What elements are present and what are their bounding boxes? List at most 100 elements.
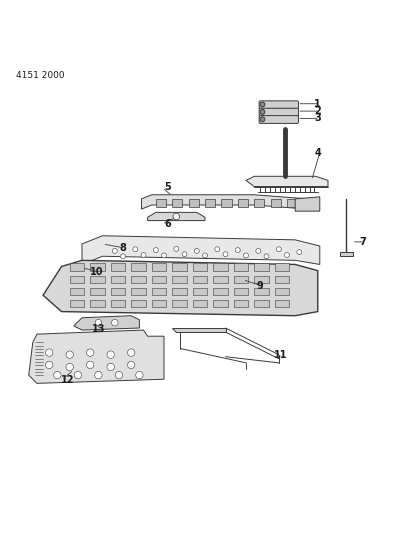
Bar	[90, 300, 104, 308]
Bar	[151, 276, 166, 283]
Circle shape	[135, 372, 143, 379]
Circle shape	[133, 247, 137, 252]
Circle shape	[111, 319, 118, 326]
Circle shape	[115, 372, 122, 379]
Circle shape	[284, 253, 289, 257]
Circle shape	[127, 349, 135, 356]
Polygon shape	[43, 260, 317, 316]
Circle shape	[173, 246, 178, 252]
Bar	[172, 300, 186, 308]
Bar	[213, 288, 227, 295]
Circle shape	[214, 247, 219, 252]
Circle shape	[259, 109, 264, 115]
Text: 3: 3	[314, 114, 320, 124]
Polygon shape	[339, 252, 352, 256]
Circle shape	[243, 253, 248, 258]
Circle shape	[107, 364, 114, 370]
Circle shape	[222, 252, 227, 257]
Circle shape	[202, 253, 207, 258]
Circle shape	[107, 351, 114, 358]
Polygon shape	[29, 330, 164, 383]
Circle shape	[66, 351, 73, 358]
Bar	[151, 263, 166, 271]
Circle shape	[161, 253, 166, 258]
Polygon shape	[172, 328, 225, 332]
Bar	[172, 199, 182, 207]
Bar	[254, 276, 268, 283]
Bar	[233, 276, 247, 283]
Bar	[192, 300, 207, 308]
Text: 8: 8	[119, 243, 126, 253]
Bar	[110, 288, 125, 295]
Circle shape	[173, 213, 179, 220]
Bar	[151, 288, 166, 295]
Bar	[213, 263, 227, 271]
Bar	[70, 288, 84, 295]
Circle shape	[120, 254, 125, 259]
Bar	[254, 263, 268, 271]
Bar	[172, 288, 186, 295]
Text: 12: 12	[61, 375, 74, 385]
Bar	[90, 288, 104, 295]
Bar	[270, 199, 280, 207]
FancyBboxPatch shape	[258, 101, 298, 109]
Bar	[90, 263, 104, 271]
Circle shape	[194, 248, 199, 253]
Bar	[233, 263, 247, 271]
Text: 6: 6	[164, 219, 171, 229]
Bar	[188, 199, 198, 207]
Bar	[254, 199, 264, 207]
Circle shape	[255, 248, 260, 253]
Bar	[131, 276, 145, 283]
Bar	[172, 263, 186, 271]
Circle shape	[235, 248, 240, 253]
Bar	[70, 300, 84, 308]
Bar	[151, 300, 166, 308]
Bar	[274, 288, 288, 295]
Bar	[131, 300, 145, 308]
Circle shape	[259, 117, 264, 122]
Bar	[192, 276, 207, 283]
Bar	[233, 300, 247, 308]
Bar	[192, 263, 207, 271]
Circle shape	[66, 364, 73, 370]
Bar	[131, 288, 145, 295]
Circle shape	[259, 102, 264, 107]
Circle shape	[153, 248, 158, 253]
Circle shape	[54, 372, 61, 379]
Bar	[90, 276, 104, 283]
Polygon shape	[74, 316, 139, 330]
Bar	[237, 199, 247, 207]
Polygon shape	[141, 195, 307, 209]
Bar	[70, 263, 84, 271]
Bar	[274, 300, 288, 308]
Bar	[213, 300, 227, 308]
Text: 4151 2000: 4151 2000	[16, 71, 65, 80]
Text: 1: 1	[314, 99, 320, 109]
Bar	[254, 288, 268, 295]
Circle shape	[276, 247, 281, 252]
Text: 11: 11	[274, 350, 287, 360]
Bar	[254, 300, 268, 308]
Bar	[213, 276, 227, 283]
Bar	[221, 199, 231, 207]
Circle shape	[296, 249, 301, 255]
Circle shape	[141, 253, 146, 257]
Bar	[70, 276, 84, 283]
Circle shape	[45, 349, 53, 356]
Circle shape	[74, 372, 81, 379]
FancyBboxPatch shape	[258, 108, 298, 116]
Bar	[233, 288, 247, 295]
Polygon shape	[245, 176, 327, 187]
Bar	[131, 263, 145, 271]
Bar	[204, 199, 215, 207]
Circle shape	[182, 252, 187, 257]
Bar	[286, 199, 297, 207]
Circle shape	[95, 319, 101, 326]
Circle shape	[86, 349, 94, 356]
Bar	[274, 263, 288, 271]
Polygon shape	[82, 236, 319, 264]
FancyBboxPatch shape	[258, 116, 298, 124]
Bar	[274, 276, 288, 283]
Bar	[110, 300, 125, 308]
